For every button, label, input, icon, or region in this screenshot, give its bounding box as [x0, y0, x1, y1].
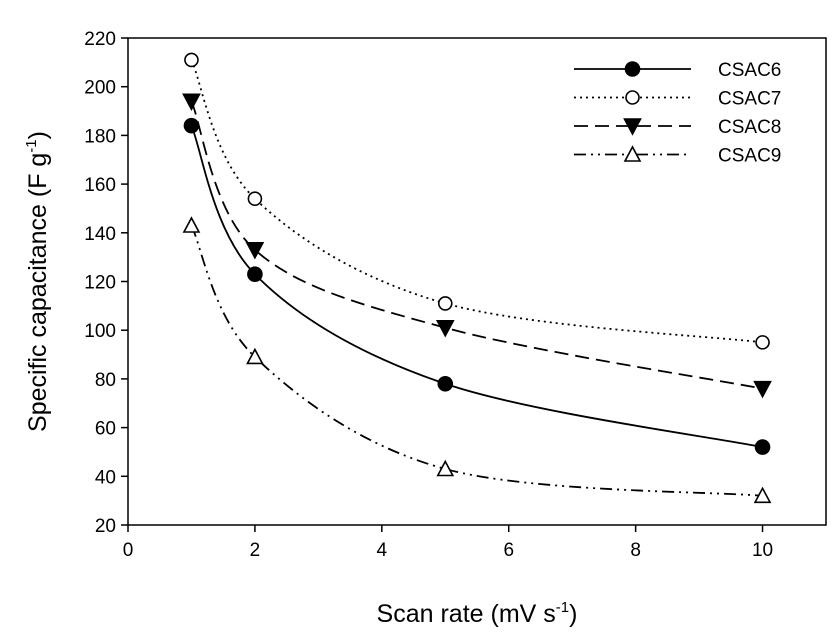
data-point	[753, 486, 772, 504]
data-point	[246, 347, 264, 365]
plot-series	[182, 52, 772, 504]
legend-label: CSAC8	[718, 117, 781, 138]
y-tick-label: 220	[84, 29, 116, 50]
y-axis-title-sup: -1	[23, 139, 40, 152]
y-tick-label: 20	[95, 516, 116, 537]
legend-item-csac9: CSAC9	[574, 145, 781, 167]
series-line-csac6	[190, 125, 763, 448]
data-point	[435, 319, 455, 338]
y-tick-label: 180	[84, 126, 116, 147]
series-line-csac9	[190, 225, 763, 497]
legend-marker	[625, 90, 640, 105]
data-point	[754, 439, 771, 455]
x-axis-title-main: Scan rate (mV s	[377, 600, 556, 628]
legend-marker	[623, 118, 642, 136]
x-tick-label: 8	[630, 540, 641, 561]
data-point	[436, 459, 455, 477]
x-tick-label: 0	[123, 540, 134, 561]
y-tick-label: 60	[95, 419, 116, 440]
x-tick-label: 2	[250, 540, 261, 561]
legend: CSAC6 CSAC7 CSAC8 CSAC9	[574, 60, 781, 167]
data-point	[755, 335, 770, 350]
legend-marker	[623, 145, 642, 162]
data-point	[247, 191, 263, 207]
y-axis-title-close: )	[24, 131, 52, 139]
x-axis-title-close: )	[569, 600, 577, 628]
series-line-csac8	[190, 100, 763, 390]
legend-item-csac6: CSAC6	[574, 60, 781, 81]
x-tick-label: 4	[377, 540, 388, 561]
legend-item-csac7: CSAC7	[574, 89, 781, 110]
data-point	[182, 93, 201, 112]
y-tick-label: 140	[84, 224, 116, 245]
y-tick-label: 200	[84, 78, 116, 99]
y-axis-title: Specific capacitance (F g-1)	[23, 131, 52, 432]
legend-label: CSAC9	[718, 146, 781, 167]
series-line-csac7	[190, 59, 763, 344]
data-point	[183, 117, 200, 134]
series-csac9	[182, 216, 772, 504]
ticks: 0 2 4 6 8 10 20 40 60 80 100 120 140 160 180 200 220	[84, 29, 773, 561]
data-point	[247, 266, 263, 282]
y-tick-label: 160	[84, 175, 116, 196]
legend-item-csac8: CSAC8	[574, 117, 781, 138]
plot-frame	[127, 37, 827, 526]
data-point	[245, 242, 265, 260]
legend-marker	[624, 61, 641, 77]
legend-label: CSAC7	[718, 89, 781, 110]
data-point	[437, 375, 454, 392]
legend-label: CSAC6	[718, 60, 781, 81]
data-point	[182, 216, 201, 233]
y-tick-label: 40	[95, 467, 116, 488]
x-tick-label: 10	[752, 540, 773, 561]
y-tick-label: 120	[84, 273, 116, 294]
data-point	[753, 380, 772, 399]
data-point	[437, 296, 453, 311]
x-tick-label: 6	[503, 540, 514, 561]
series-csac7	[184, 52, 770, 350]
y-tick-label: 100	[84, 321, 116, 342]
x-axis-title-sup: -1	[556, 599, 569, 616]
data-point	[184, 52, 199, 68]
x-axis-title: Scan rate (mV s-1)	[377, 599, 578, 628]
series-csac8	[182, 93, 772, 399]
y-axis-title-main: Specific capacitance (F g	[24, 153, 52, 432]
series-csac6	[183, 117, 771, 455]
y-tick-label: 80	[95, 370, 116, 391]
